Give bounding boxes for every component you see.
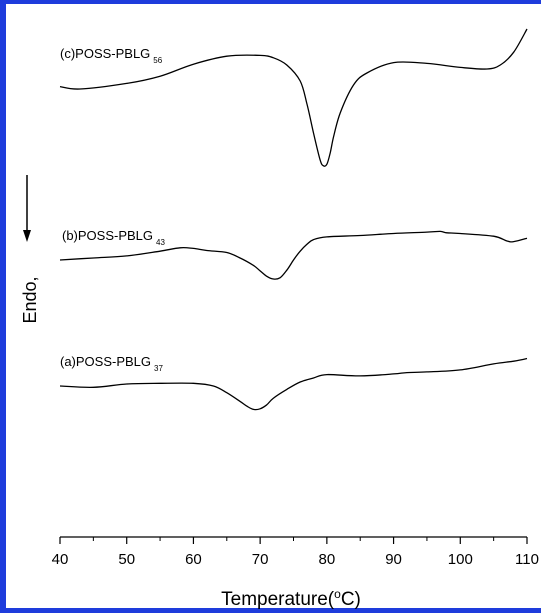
x-axis-label: Temperature(oC): [221, 587, 361, 610]
series-curve-2: [59, 357, 528, 411]
x-tick-label: 70: [252, 551, 269, 568]
x-tick-label: 80: [319, 551, 336, 568]
x-tick-label: 100: [448, 551, 473, 568]
x-tick-label: 60: [185, 551, 202, 568]
series-curve-0: [59, 28, 528, 167]
x-axis-label-sup: o: [334, 587, 341, 601]
y-axis-label: Endo,: [20, 276, 40, 323]
series-label-2: (a)POSS-PBLG 37: [60, 354, 163, 373]
x-tick-label: 110: [515, 551, 539, 568]
x-tick-label: 50: [118, 551, 135, 568]
x-tick-label: 90: [385, 551, 402, 568]
x-axis-label-main: Temperature(: [221, 589, 335, 610]
series-label-0: (c)POSS-PBLG 56: [60, 46, 163, 65]
x-axis-label-tail: C): [341, 589, 361, 610]
series-curve-1: [59, 230, 528, 280]
series-label-1: (b)POSS-PBLG 43: [62, 228, 165, 247]
endo-arrow: [23, 175, 31, 242]
x-tick-label: 40: [52, 551, 69, 568]
